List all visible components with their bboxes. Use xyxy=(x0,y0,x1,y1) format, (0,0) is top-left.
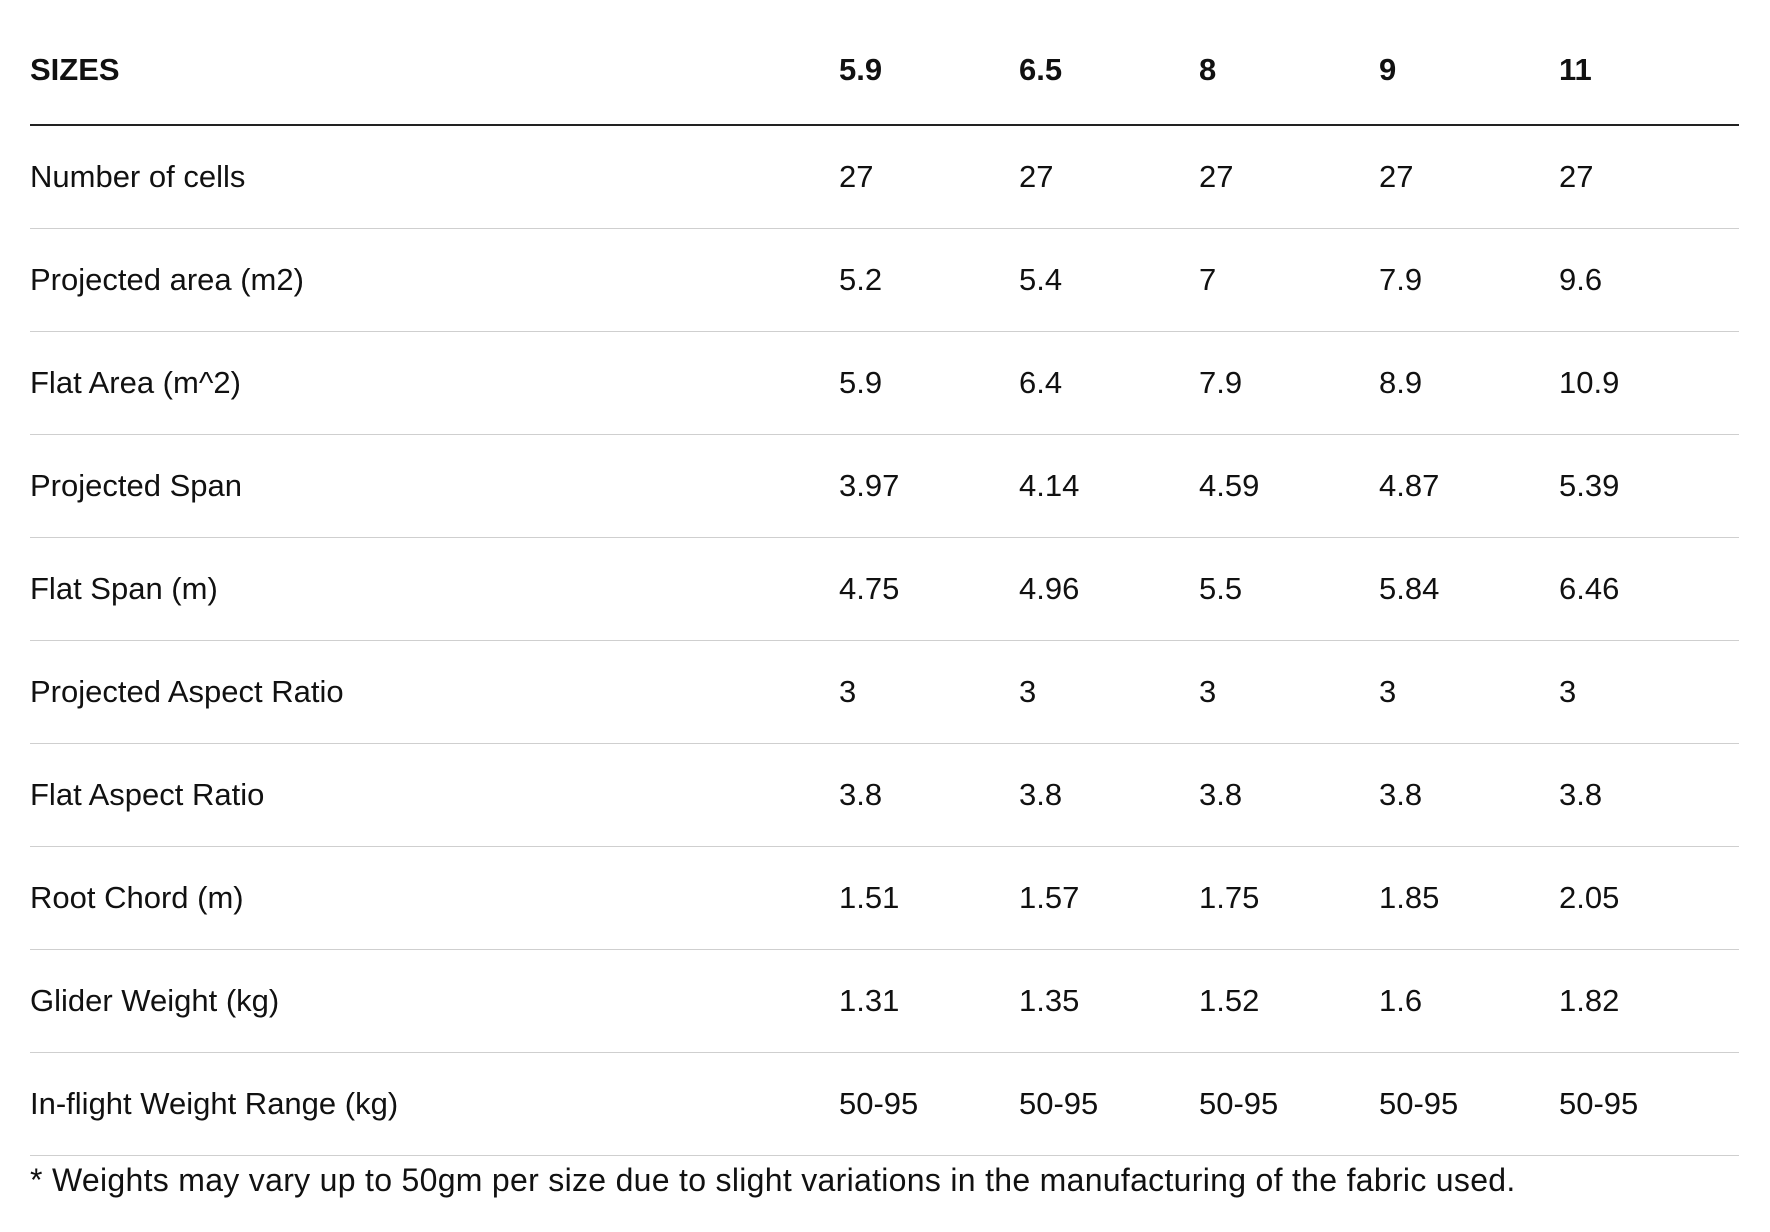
row-value: 27 xyxy=(1559,125,1739,229)
table-row: Flat Span (m) 4.75 4.96 5.5 5.84 6.46 xyxy=(30,537,1739,641)
row-label: Flat Span (m) xyxy=(30,537,839,641)
row-value: 1.85 xyxy=(1379,846,1559,950)
row-value: 3.8 xyxy=(1019,743,1199,847)
table-row: Root Chord (m) 1.51 1.57 1.75 1.85 2.05 xyxy=(30,846,1739,950)
table-row: Number of cells 27 27 27 27 27 xyxy=(30,125,1739,229)
row-value: 50-95 xyxy=(1559,1052,1739,1156)
row-value: 2.05 xyxy=(1559,846,1739,950)
row-value: 3.8 xyxy=(1199,743,1379,847)
row-label: Root Chord (m) xyxy=(30,846,839,950)
header-row: SIZES 5.9 6.5 8 9 11 xyxy=(30,30,1739,126)
row-value: 5.39 xyxy=(1559,434,1739,538)
specs-table-body: Number of cells 27 27 27 27 27 Projected… xyxy=(30,125,1739,1156)
row-value: 5.5 xyxy=(1199,537,1379,641)
row-label: In-flight Weight Range (kg) xyxy=(30,1052,839,1156)
row-value: 1.57 xyxy=(1019,846,1199,950)
row-value: 1.75 xyxy=(1199,846,1379,950)
header-size: 8 xyxy=(1199,30,1379,126)
header-size: 9 xyxy=(1379,30,1559,126)
row-label: Flat Aspect Ratio xyxy=(30,743,839,847)
row-value: 5.2 xyxy=(839,228,1019,332)
weight-footnote: * Weights may vary up to 50gm per size d… xyxy=(30,1162,1516,1198)
table-row: In-flight Weight Range (kg) 50-95 50-95 … xyxy=(30,1052,1739,1156)
row-value: 3 xyxy=(839,640,1019,744)
header-size: 6.5 xyxy=(1019,30,1199,126)
row-value: 3 xyxy=(1199,640,1379,744)
row-label: Glider Weight (kg) xyxy=(30,949,839,1053)
row-value: 1.52 xyxy=(1199,949,1379,1053)
row-label: Flat Area (m^2) xyxy=(30,331,839,435)
row-value: 50-95 xyxy=(1199,1052,1379,1156)
row-value: 3.8 xyxy=(1559,743,1739,847)
row-value: 4.87 xyxy=(1379,434,1559,538)
row-value: 27 xyxy=(1019,125,1199,229)
row-value: 1.6 xyxy=(1379,949,1559,1053)
row-value: 9.6 xyxy=(1559,228,1739,332)
specs-table-header: SIZES 5.9 6.5 8 9 11 xyxy=(30,30,1739,126)
row-value: 50-95 xyxy=(1379,1052,1559,1156)
header-label: SIZES xyxy=(30,30,839,126)
specs-table: SIZES 5.9 6.5 8 9 11 Number of cells 27 … xyxy=(30,30,1739,1156)
row-value: 8.9 xyxy=(1379,331,1559,435)
row-label: Projected Aspect Ratio xyxy=(30,640,839,744)
row-value: 4.75 xyxy=(839,537,1019,641)
table-row: Flat Area (m^2) 5.9 6.4 7.9 8.9 10.9 xyxy=(30,331,1739,435)
row-value: 7.9 xyxy=(1379,228,1559,332)
row-value: 1.31 xyxy=(839,949,1019,1053)
row-value: 3 xyxy=(1379,640,1559,744)
table-row: Glider Weight (kg) 1.31 1.35 1.52 1.6 1.… xyxy=(30,949,1739,1053)
row-value: 7 xyxy=(1199,228,1379,332)
row-value: 27 xyxy=(1379,125,1559,229)
row-value: 1.82 xyxy=(1559,949,1739,1053)
row-value: 3 xyxy=(1559,640,1739,744)
row-label: Projected area (m2) xyxy=(30,228,839,332)
row-value: 6.4 xyxy=(1019,331,1199,435)
row-value: 27 xyxy=(1199,125,1379,229)
row-label: Projected Span xyxy=(30,434,839,538)
table-row: Projected Aspect Ratio 3 3 3 3 3 xyxy=(30,640,1739,744)
row-value: 50-95 xyxy=(1019,1052,1199,1156)
row-value: 6.46 xyxy=(1559,537,1739,641)
row-value: 3.8 xyxy=(839,743,1019,847)
row-value: 5.4 xyxy=(1019,228,1199,332)
table-row: Flat Aspect Ratio 3.8 3.8 3.8 3.8 3.8 xyxy=(30,743,1739,847)
row-value: 50-95 xyxy=(839,1052,1019,1156)
table-row: Projected Span 3.97 4.14 4.59 4.87 5.39 xyxy=(30,434,1739,538)
row-value: 5.9 xyxy=(839,331,1019,435)
specs-table-container: SIZES 5.9 6.5 8 9 11 Number of cells 27 … xyxy=(30,30,1739,1156)
row-value: 10.9 xyxy=(1559,331,1739,435)
row-value: 3.8 xyxy=(1379,743,1559,847)
row-value: 7.9 xyxy=(1199,331,1379,435)
header-size: 5.9 xyxy=(839,30,1019,126)
row-value: 5.84 xyxy=(1379,537,1559,641)
row-label: Number of cells xyxy=(30,125,839,229)
row-value: 3 xyxy=(1019,640,1199,744)
row-value: 1.51 xyxy=(839,846,1019,950)
row-value: 1.35 xyxy=(1019,949,1199,1053)
row-value: 3.97 xyxy=(839,434,1019,538)
row-value: 4.96 xyxy=(1019,537,1199,641)
table-row: Projected area (m2) 5.2 5.4 7 7.9 9.6 xyxy=(30,228,1739,332)
header-size: 11 xyxy=(1559,30,1739,126)
row-value: 4.14 xyxy=(1019,434,1199,538)
row-value: 4.59 xyxy=(1199,434,1379,538)
row-value: 27 xyxy=(839,125,1019,229)
